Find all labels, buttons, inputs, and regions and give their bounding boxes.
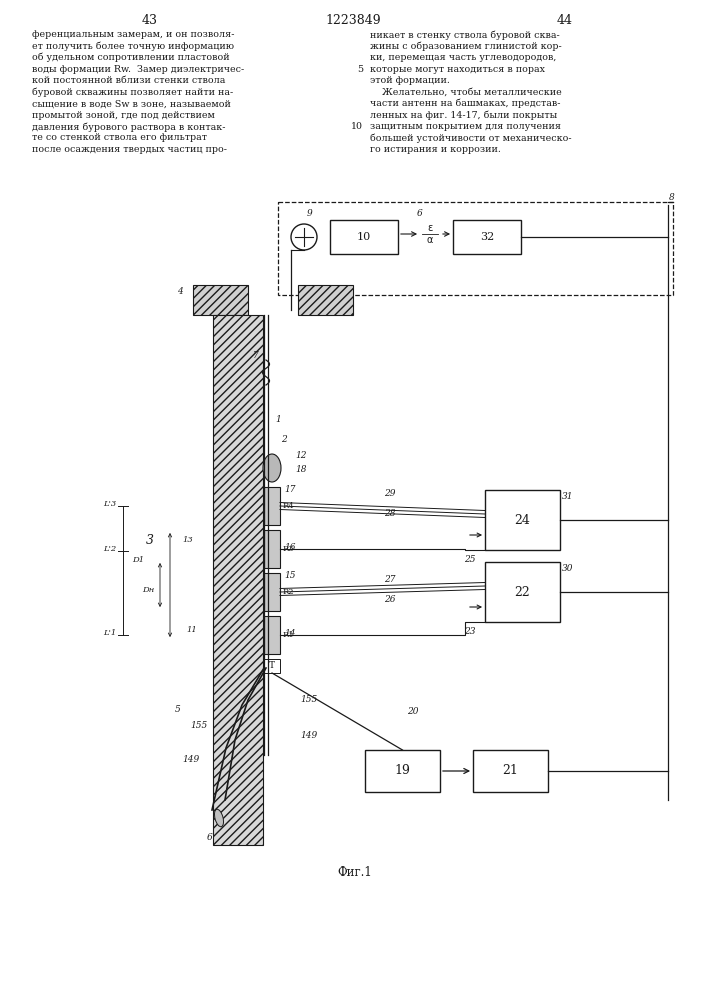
Text: 149: 149 (182, 756, 200, 764)
Text: 32: 32 (480, 232, 494, 242)
Text: 21: 21 (503, 764, 518, 778)
Text: D1: D1 (132, 556, 144, 564)
Bar (264, 487, 280, 525)
Text: L'3: L'3 (103, 500, 116, 508)
Text: 5: 5 (175, 706, 181, 714)
Text: 28: 28 (384, 510, 396, 518)
Text: после осаждения твердых частиц про-: после осаждения твердых частиц про- (32, 145, 227, 154)
Text: 1: 1 (275, 416, 281, 424)
Text: 155: 155 (191, 720, 208, 730)
Text: Фиг.1: Фиг.1 (338, 866, 373, 880)
Text: 44: 44 (557, 14, 573, 27)
Text: 30: 30 (562, 564, 573, 573)
Text: Желательно, чтобы металлические: Желательно, чтобы металлические (370, 88, 562, 97)
Bar (365, 750, 440, 792)
Bar (485, 490, 560, 550)
Text: 7: 7 (253, 351, 259, 360)
Text: 1223849: 1223849 (325, 14, 381, 27)
Text: 17: 17 (284, 486, 296, 494)
Text: 29: 29 (384, 489, 396, 498)
Ellipse shape (214, 809, 223, 827)
Text: 31: 31 (562, 492, 573, 501)
Text: части антенн на башмаках, представ-: части антенн на башмаках, представ- (370, 99, 561, 108)
Text: R3: R3 (283, 545, 295, 553)
Text: 22: 22 (515, 585, 530, 598)
Text: R4: R4 (283, 502, 295, 510)
Text: 23: 23 (464, 627, 476, 636)
Text: Dн: Dн (142, 586, 154, 594)
Text: никает в стенку ствола буровой сква-: никает в стенку ствола буровой сква- (370, 30, 560, 39)
Text: 24: 24 (515, 514, 530, 526)
Text: ференциальным замерам, и он позволя-: ференциальным замерам, и он позволя- (32, 30, 235, 39)
Text: 26: 26 (384, 595, 396, 604)
Text: об удельном сопротивлении пластовой: об удельном сопротивлении пластовой (32, 53, 230, 62)
Text: 8: 8 (669, 194, 675, 202)
Text: воды формации Rw.  Замер диэлектричес-: воды формации Rw. Замер диэлектричес- (32, 64, 244, 74)
Text: 10: 10 (351, 122, 363, 131)
Text: 20: 20 (407, 707, 419, 716)
Text: 6: 6 (417, 209, 423, 218)
Text: которые могут находиться в порах: которые могут находиться в порах (370, 64, 545, 74)
Text: T: T (269, 662, 275, 670)
Text: защитным покрытием для получения: защитным покрытием для получения (370, 122, 561, 131)
Text: 14: 14 (284, 629, 296, 638)
Text: 19: 19 (395, 764, 411, 778)
Text: давления бурового раствора в контак-: давления бурового раствора в контак- (32, 122, 226, 131)
Text: 18: 18 (295, 466, 307, 475)
Bar (264, 573, 280, 611)
Bar (485, 562, 560, 622)
Text: 16: 16 (284, 542, 296, 552)
Text: 4: 4 (177, 288, 183, 296)
Bar (298, 285, 353, 315)
Text: 11: 11 (187, 626, 197, 634)
Text: ε: ε (427, 223, 433, 233)
Text: 9: 9 (307, 210, 313, 219)
Bar (473, 750, 548, 792)
Text: 10: 10 (357, 232, 371, 242)
Text: 2: 2 (281, 436, 287, 444)
Text: этой формации.: этой формации. (370, 76, 450, 85)
Bar (193, 285, 248, 315)
Bar (264, 616, 280, 654)
Text: ки, перемещая часть углеводородов,: ки, перемещая часть углеводородов, (370, 53, 556, 62)
Text: ет получить более точную информацию: ет получить более точную информацию (32, 41, 234, 51)
Text: 5: 5 (357, 64, 363, 74)
Bar (264, 659, 280, 673)
Text: промытой зоной, где под действием: промытой зоной, где под действием (32, 110, 215, 119)
Text: те со стенкой ствола его фильтрат: те со стенкой ствола его фильтрат (32, 133, 207, 142)
Bar (278, 202, 673, 295)
Text: R2: R2 (283, 588, 295, 596)
Text: 12: 12 (295, 450, 307, 460)
Text: 13: 13 (182, 536, 194, 544)
Text: 6: 6 (207, 834, 213, 842)
Text: 43: 43 (142, 14, 158, 27)
Text: буровой скважины позволяет найти на-: буровой скважины позволяет найти на- (32, 88, 233, 97)
Text: большей устойчивости от механическо-: большей устойчивости от механическо- (370, 133, 572, 143)
Text: 3: 3 (146, 534, 154, 546)
Text: 15: 15 (284, 572, 296, 580)
Bar (213, 315, 263, 845)
Text: го истирания и коррозии.: го истирания и коррозии. (370, 145, 501, 154)
Bar (264, 530, 280, 568)
Text: 149: 149 (300, 730, 317, 740)
Text: α: α (427, 235, 433, 245)
Text: сыщение в воде Sw в зоне, называемой: сыщение в воде Sw в зоне, называемой (32, 99, 231, 108)
Text: 25: 25 (464, 555, 476, 564)
Bar (330, 220, 398, 254)
Bar (453, 220, 521, 254)
Text: L'2: L'2 (103, 545, 116, 553)
Ellipse shape (263, 454, 281, 482)
Text: 27: 27 (384, 576, 396, 584)
Text: R1: R1 (283, 631, 295, 639)
Text: L'1: L'1 (103, 629, 116, 637)
Text: кой постоянной вблизи стенки ствола: кой постоянной вблизи стенки ствола (32, 76, 226, 85)
Text: 155: 155 (300, 696, 317, 704)
Text: ленных на фиг. 14-17, были покрыты: ленных на фиг. 14-17, были покрыты (370, 110, 557, 120)
Text: жины с образованием глинистой кор-: жины с образованием глинистой кор- (370, 41, 562, 51)
